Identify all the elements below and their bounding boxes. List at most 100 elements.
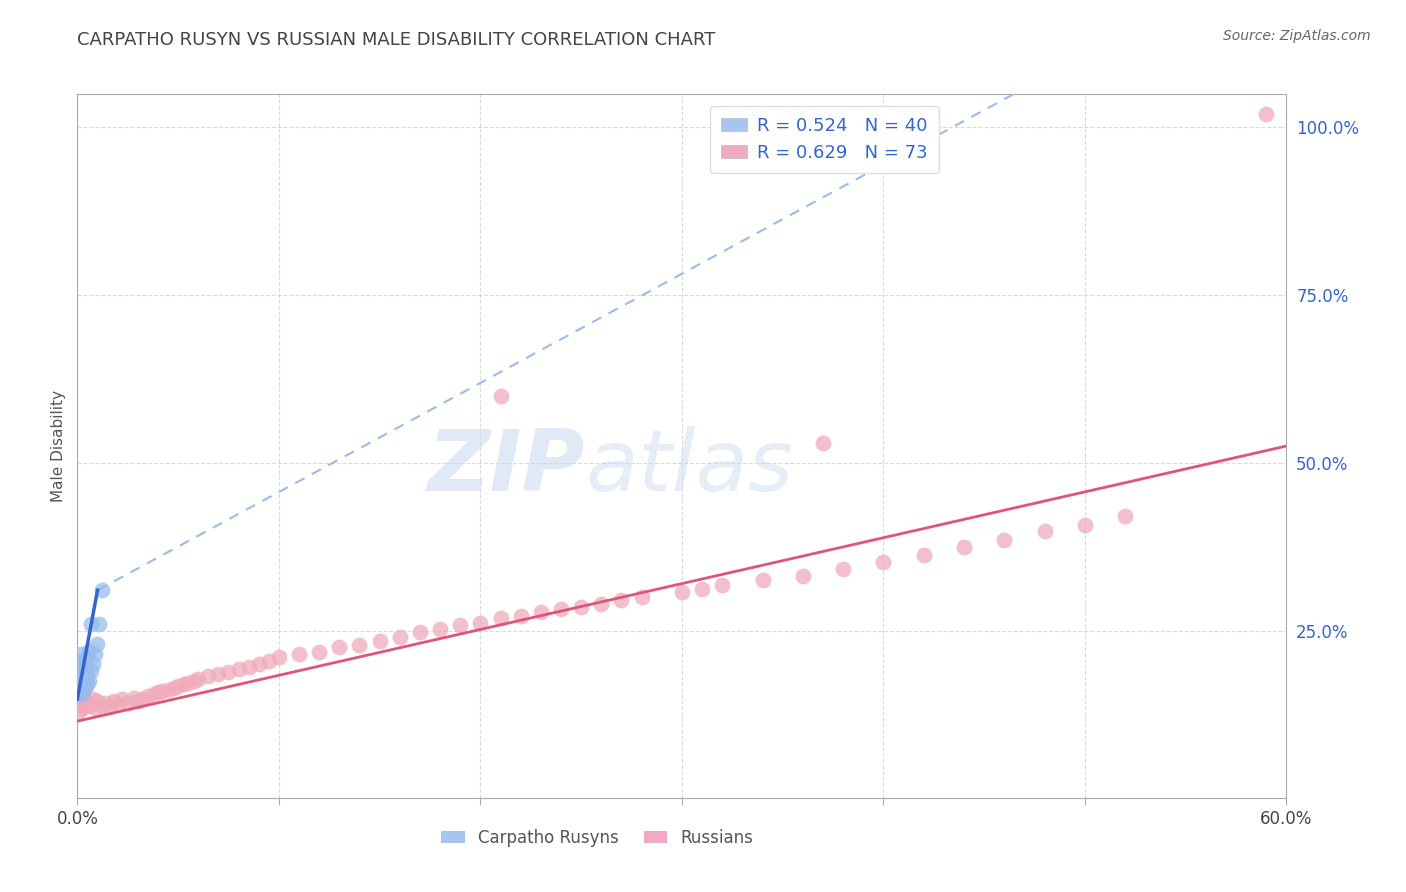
Point [76, 698, 98, 713]
Point [75, 681, 97, 695]
Point [72, 681, 94, 695]
Point [67, 677, 90, 691]
Point [1033, 524, 1056, 539]
Point [150, 684, 173, 698]
Point [489, 389, 512, 403]
Point [509, 608, 531, 623]
Point [79, 696, 101, 710]
Point [72, 684, 94, 698]
Point [111, 692, 134, 706]
Point [82, 657, 104, 672]
Point [67, 704, 90, 718]
Point [90, 698, 112, 713]
Point [70, 660, 93, 674]
Point [671, 584, 693, 599]
Point [72, 660, 94, 674]
Point [388, 630, 411, 644]
Point [267, 650, 290, 665]
Point [72, 667, 94, 681]
Point [530, 605, 553, 619]
Point [187, 672, 209, 686]
Point [1256, 107, 1278, 121]
Point [792, 568, 814, 582]
Point [630, 590, 652, 604]
Point [751, 573, 773, 587]
Point [90, 583, 112, 598]
Point [610, 593, 633, 607]
Point [349, 638, 371, 652]
Point [103, 694, 125, 708]
Point [131, 692, 153, 706]
Point [177, 676, 200, 690]
Point [811, 435, 834, 450]
Point [1074, 517, 1097, 532]
Point [429, 622, 451, 636]
Point [82, 692, 104, 706]
Point [690, 582, 713, 596]
Point [67, 667, 90, 681]
Point [218, 665, 240, 680]
Point [832, 562, 855, 576]
Point [84, 700, 107, 714]
Point [70, 677, 93, 691]
Point [489, 611, 512, 625]
Point [70, 673, 93, 688]
Point [107, 698, 129, 712]
Point [86, 637, 108, 651]
Point [80, 698, 103, 712]
Point [67, 684, 90, 698]
Point [72, 673, 94, 688]
Text: atlas: atlas [585, 425, 793, 508]
Point [70, 687, 93, 701]
Point [84, 647, 107, 661]
Point [409, 624, 432, 639]
Point [1114, 509, 1136, 524]
Point [80, 664, 103, 678]
Point [173, 677, 195, 691]
Point [98, 700, 121, 714]
Point [449, 618, 471, 632]
Point [328, 640, 350, 655]
Point [79, 673, 101, 688]
Point [67, 673, 90, 688]
Point [75, 694, 97, 708]
Point [157, 682, 180, 697]
Point [94, 696, 117, 710]
Point [569, 600, 592, 615]
Point [67, 671, 90, 685]
Point [238, 660, 260, 674]
Point [993, 533, 1015, 547]
Point [470, 615, 492, 630]
Point [67, 660, 90, 674]
Point [308, 645, 330, 659]
Point [163, 681, 186, 695]
Point [67, 681, 90, 695]
Point [288, 647, 311, 661]
Point [368, 633, 391, 648]
Point [550, 602, 572, 616]
Point [75, 667, 97, 681]
Point [86, 694, 108, 708]
Point [122, 690, 145, 705]
Point [70, 698, 93, 712]
Point [872, 555, 894, 569]
Point [70, 647, 93, 661]
Point [72, 654, 94, 668]
Point [76, 650, 98, 665]
Y-axis label: Male Disability: Male Disability [51, 390, 66, 502]
Point [912, 549, 935, 563]
Point [75, 673, 97, 688]
Point [67, 687, 90, 701]
Point [711, 578, 734, 592]
Point [70, 667, 93, 681]
Text: ZIP: ZIP [427, 425, 585, 508]
Point [167, 679, 190, 693]
Point [70, 654, 93, 668]
Point [142, 687, 165, 701]
Point [197, 669, 219, 683]
Point [228, 663, 250, 677]
Text: CARPATHO RUSYN VS RUSSIAN MALE DISABILITY CORRELATION CHART: CARPATHO RUSYN VS RUSSIAN MALE DISABILIT… [77, 31, 716, 49]
Point [591, 597, 613, 611]
Text: Source: ZipAtlas.com: Source: ZipAtlas.com [1223, 29, 1371, 43]
Point [146, 685, 169, 699]
